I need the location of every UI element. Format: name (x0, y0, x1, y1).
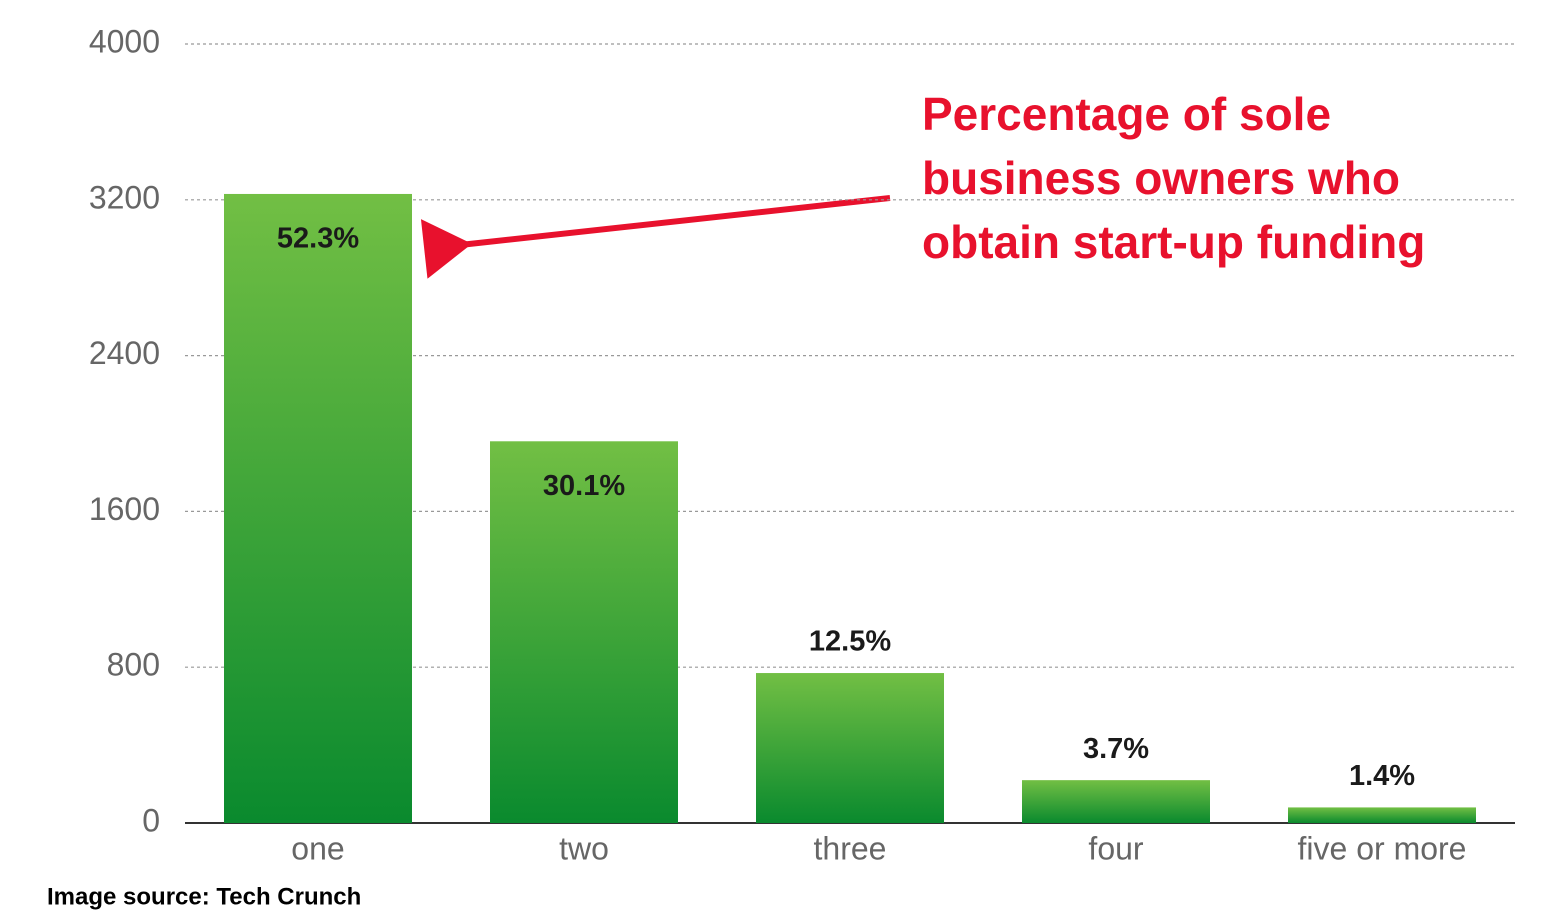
x-tick-label: four (1088, 830, 1143, 866)
x-tick-label: five or more (1298, 830, 1467, 866)
bar (1022, 780, 1210, 823)
y-tick-label: 800 (107, 647, 160, 683)
source: Image source: Tech Crunch (47, 883, 361, 910)
bar (490, 441, 678, 823)
bar (756, 673, 944, 823)
annotation: Percentage of sole business owners who obt… (922, 88, 1425, 268)
annotation-arrow (420, 195, 891, 279)
bar (1288, 807, 1476, 823)
annotation-line: Percentage of sole (922, 88, 1331, 140)
bar (224, 193, 412, 823)
annotation-line: business owners who (922, 152, 1400, 204)
value-label: 30.1% (543, 470, 625, 502)
y-tick-label: 1600 (89, 491, 160, 527)
annotation-line: obtain start-up funding (922, 216, 1425, 268)
x-tick-label: one (291, 830, 344, 866)
y-tick-label: 3200 (89, 179, 160, 215)
value-label: 52.3% (277, 223, 359, 255)
y-tick-label: 2400 (89, 335, 160, 371)
x-tick-label: two (559, 830, 609, 866)
x-tick-label: three (814, 830, 887, 866)
value-label: 12.5% (809, 626, 891, 658)
value-label: 3.7% (1083, 733, 1149, 765)
value-label: 1.4% (1349, 760, 1415, 792)
y-tick-label: 0 (142, 802, 160, 838)
y-tick-label: 4000 (89, 23, 160, 59)
